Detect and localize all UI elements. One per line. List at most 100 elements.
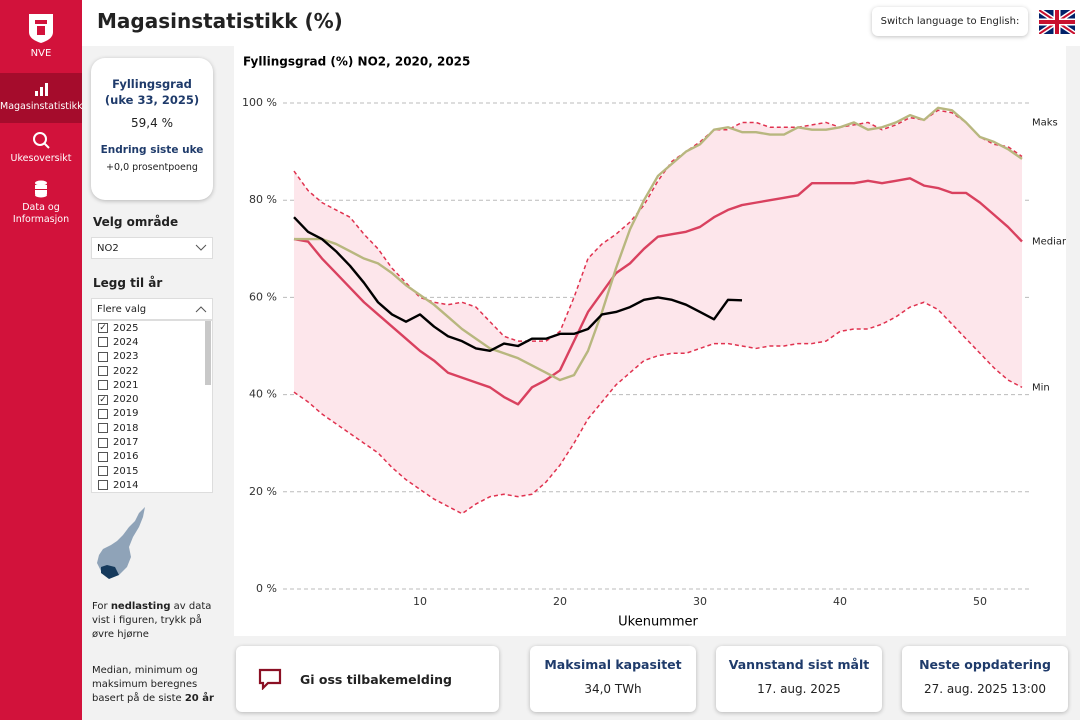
note-bold: nedlasting — [110, 601, 171, 612]
series-line — [294, 106, 1023, 382]
year-label: 2014 — [113, 479, 139, 491]
years-label: Legg til år — [93, 276, 163, 290]
info-card: Neste oppdatering 27. aug. 2025 13:00 — [902, 646, 1068, 712]
note-text: av data vist i figuren, trykk på øvre hj… — [92, 601, 212, 640]
year-label: 2016 — [113, 451, 139, 463]
series-label: Min — [1032, 382, 1050, 393]
y-tick-label: 40 % — [249, 388, 277, 401]
x-tick-label: 30 — [693, 595, 707, 608]
year-label: 2017 — [113, 437, 139, 449]
year-option[interactable]: 2018 — [92, 421, 212, 435]
nav-item[interactable]: Magasinstatistikk — [0, 73, 83, 123]
kpi-change-value: +0,0 prosentpoeng — [106, 162, 198, 173]
logo-icon — [29, 14, 53, 43]
logo[interactable]: NVE — [0, 12, 82, 60]
y-tick-label: 20 % — [249, 485, 277, 498]
y-tick-label: 0 % — [256, 582, 277, 595]
checkbox — [98, 380, 108, 391]
kpi-change-label: Endring siste uke — [100, 144, 204, 156]
card-value: 34,0 TWh — [584, 682, 642, 696]
uk-flag[interactable] — [1039, 10, 1075, 34]
area-select[interactable]: NO2 — [91, 237, 213, 259]
note-text: For — [92, 601, 111, 612]
year-option[interactable]: 2015 — [92, 464, 212, 478]
year-label: 2018 — [113, 422, 139, 434]
year-option[interactable]: ✓ 2020 — [92, 392, 212, 406]
checkbox: ✓ — [98, 394, 108, 405]
kpi-value: 59,4 % — [131, 116, 173, 130]
year-option[interactable]: 2016 — [92, 450, 212, 464]
feedback-card[interactable]: Gi oss tilbakemelding — [236, 646, 499, 712]
sidebar: NVE Magasinstatistikk Ukesoversikt Data … — [0, 0, 83, 720]
x-tick-label: 10 — [413, 595, 427, 608]
basis-note: Median, minimum og maksimum beregnes bas… — [92, 664, 217, 706]
nav-icon — [33, 132, 50, 149]
logo-text: NVE — [30, 48, 52, 59]
year-option[interactable]: 2024 — [92, 335, 212, 349]
download-note: For nedlasting av data vist i figuren, t… — [92, 600, 217, 642]
card-title: Neste oppdatering — [919, 657, 1051, 672]
years-select[interactable]: Flere valg — [91, 298, 213, 320]
year-label: 2019 — [113, 408, 139, 420]
checkbox — [98, 337, 108, 348]
nav-icon — [35, 180, 47, 198]
checkbox — [98, 366, 108, 377]
feedback-icon — [258, 668, 282, 690]
card-title: Maksimal kapasitet — [544, 657, 682, 672]
checkbox: ✓ — [98, 323, 108, 334]
years-list: ✓ 2025 2024 2023 2022 2021 ✓ 2020 2019 2018 2017 20… — [91, 320, 213, 493]
info-card: Vannstand sist målt 17. aug. 2025 — [716, 646, 882, 712]
year-option[interactable]: 2022 — [92, 364, 212, 378]
year-label: 2025 — [113, 322, 139, 334]
series-line — [293, 177, 1023, 406]
nav-label: Data og Informasjon — [12, 202, 70, 225]
x-tick-label: 20 — [553, 595, 567, 608]
area-value: NO2 — [97, 242, 119, 254]
nav-item[interactable]: Data og Informasjon — [0, 180, 82, 226]
language-button[interactable]: Switch language to English: — [872, 7, 1028, 36]
y-tick-label: 60 % — [249, 290, 277, 303]
scrollbar — [205, 321, 211, 385]
years-placeholder: Flere valg — [97, 303, 147, 315]
x-tick-label: 40 — [833, 595, 847, 608]
year-option[interactable]: 2017 — [92, 435, 212, 449]
year-label: 2024 — [113, 336, 139, 348]
region-map — [97, 507, 145, 579]
year-label: 2022 — [113, 365, 139, 377]
note-text: Median, minimum og maksimum beregnes bas… — [92, 665, 198, 704]
x-axis-title: Ukenummer — [618, 615, 698, 630]
series-line — [293, 216, 743, 353]
card-title: Vannstand sist målt — [728, 657, 870, 672]
feedback-text: Gi oss tilbakemelding — [300, 671, 452, 687]
year-label: 2015 — [113, 465, 139, 477]
note-bold: 20 år — [184, 693, 214, 704]
x-tick-label: 50 — [973, 595, 987, 608]
kpi-card: Fyllingsgrad (uke 33, 2025) 59,4 % Endri… — [91, 58, 213, 200]
year-option[interactable]: 2019 — [92, 407, 212, 421]
year-option[interactable]: 2023 — [92, 350, 212, 364]
page-title: Magasinstatistikk (%) — [97, 9, 343, 33]
checkbox — [98, 466, 108, 477]
range-band — [294, 110, 1022, 514]
nav-icon — [35, 83, 48, 96]
chevron — [195, 306, 207, 313]
year-option[interactable]: ✓ 2025 — [92, 321, 212, 335]
nav-label: Magasinstatistikk — [0, 101, 83, 112]
nav-item[interactable]: Ukesoversikt — [0, 131, 82, 165]
area-label: Velg område — [93, 215, 179, 229]
year-label: 2020 — [113, 394, 139, 406]
checkbox — [98, 480, 108, 491]
y-tick-label: 100 % — [242, 96, 277, 109]
chart-panel: Fyllingsgrad (%) NO2, 2020, 2025 0 % 20 %… — [234, 46, 1068, 636]
checkbox — [98, 451, 108, 462]
card-value: 27. aug. 2025 13:00 — [923, 682, 1047, 696]
checkbox — [98, 437, 108, 448]
chevron — [195, 244, 207, 251]
card-value: 17. aug. 2025 — [757, 682, 841, 696]
year-option[interactable]: 2014 — [92, 478, 212, 492]
year-label: 2023 — [113, 351, 139, 363]
year-option[interactable]: 2021 — [92, 378, 212, 392]
kpi-title: Fyllingsgrad (uke 33, 2025) — [104, 77, 200, 107]
